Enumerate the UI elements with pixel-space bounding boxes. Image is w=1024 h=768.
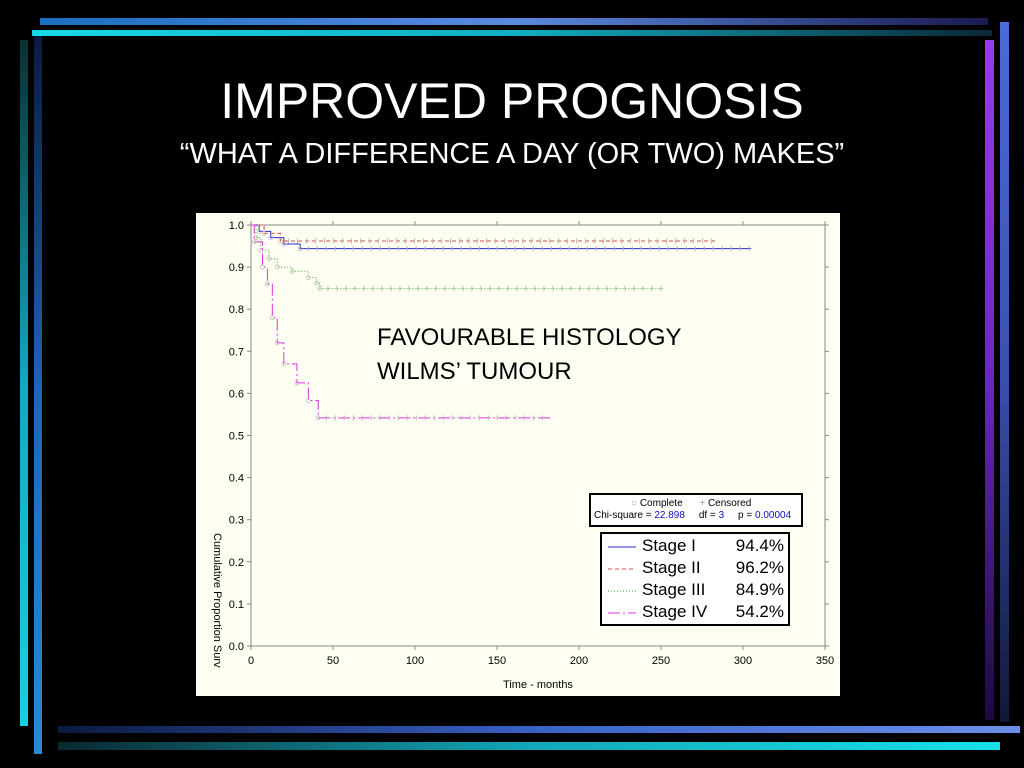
complete-marker (315, 415, 321, 421)
complete-marker (289, 268, 295, 274)
decorative-left-bar (20, 40, 28, 726)
legend-swatch-stage-3 (608, 590, 636, 592)
decorative-right-bar (985, 40, 994, 720)
legend-entry-stage-2: Stage II 96.2% (602, 558, 788, 580)
x-tick-label: 350 (816, 655, 834, 667)
x-tick-label: 300 (734, 655, 752, 667)
complete-marker (274, 264, 280, 270)
chart-annotation: FAVOURABLE HISTOLOGY WILMS’ TUMOUR (377, 321, 682, 389)
x-tick-label: 200 (570, 655, 588, 667)
y-tick-label: 0.8 (229, 304, 244, 316)
y-tick-label: 1.0 (229, 220, 244, 232)
y-tick-label: 0.2 (229, 557, 244, 569)
complete-marker-label: Complete (639, 498, 683, 509)
survival-curve-stage-3 (251, 224, 665, 290)
slide-subtitle: “WHAT A DIFFERENCE A DAY (OR TWO) MAKES” (179, 138, 845, 170)
statistics-box: ○ Complete + Censored Chi-square = 22.89… (589, 493, 803, 527)
complete-marker (297, 246, 303, 251)
x-tick-label: 0 (248, 655, 254, 667)
y-tick-label: 0.1 (229, 599, 244, 611)
complete-marker (256, 228, 262, 234)
legend-label-stage-1: Stage I (642, 536, 696, 555)
legend-value-stage-1: 94.4% (735, 536, 784, 555)
complete-marker (306, 398, 311, 403)
complete-marker (268, 235, 274, 241)
p-label: p = (738, 510, 753, 521)
complete-marker (265, 281, 270, 287)
complete-marker (266, 256, 272, 262)
legend-entry-stage-4: Stage IV 54.2% (602, 602, 788, 624)
legend-value-stage-2: 96.2% (735, 558, 784, 577)
x-tick-label: 250 (652, 655, 670, 667)
complete-marker (251, 239, 257, 245)
complete-marker (294, 380, 300, 386)
y-axis-label: Cumulative Proportion Surv (211, 533, 223, 668)
x-axis-label: Time - months (503, 679, 573, 691)
y-tick-label: 0.6 (229, 388, 244, 400)
survival-chart: 0.0 0.1 0.2 0.3 0.4 0.5 0.6 0.7 0.8 0.9 1.0 0 50 100… (211, 220, 834, 691)
series-legend: Stage I 94.4% Stage II 96.2% Stage III 8… (600, 532, 790, 626)
survival-chart-panel: 0.0 0.1 0.2 0.3 0.4 0.5 0.6 0.7 0.8 0.9 1.0 0 50 100… (196, 213, 840, 696)
x-tick-label: 150 (488, 655, 506, 667)
complete-marker (261, 231, 267, 236)
legend-label-stage-3: Stage III (642, 580, 706, 599)
legend-label-stage-4: Stage IV (642, 602, 708, 621)
df-value: 3 (718, 510, 725, 521)
survival-curve-stage-4 (251, 224, 552, 419)
legend-value-stage-4: 54.2% (735, 602, 784, 621)
legend-entry-stage-1: Stage I 94.4% (602, 536, 788, 558)
annotation-line-1: FAVOURABLE HISTOLOGY (377, 324, 682, 351)
decorative-bottom-bar-accent (58, 742, 1000, 750)
complete-marker (314, 280, 319, 286)
y-tick-label: 0.7 (229, 346, 244, 358)
legend-swatch-stage-1 (608, 546, 636, 548)
legend-label-stage-2: Stage II (642, 558, 701, 577)
y-tick-label: 0.3 (229, 515, 244, 527)
legend-swatch-stage-2 (608, 568, 636, 570)
censored-marker-label: Censored (707, 498, 752, 509)
marker-legend: ○ Complete + Censored (631, 498, 751, 509)
decorative-bottom-bar (58, 726, 1020, 733)
p-value: 0.00004 (755, 510, 792, 521)
decorative-right-bar-accent (1000, 22, 1009, 722)
complete-marker (260, 264, 265, 270)
decorative-left-bar-accent (34, 36, 42, 754)
complete-marker (306, 275, 311, 281)
complete-marker (317, 286, 323, 291)
annotation-line-2: WILMS’ TUMOUR (377, 358, 572, 385)
complete-marker (269, 315, 275, 321)
complete-marker (281, 361, 287, 367)
chi-square-value: 22.898 (654, 510, 685, 521)
censored-marker-icon: + (699, 498, 706, 509)
y-tick-label: 0.4 (229, 473, 244, 485)
df-label: df = (698, 510, 716, 521)
legend-swatch-stage-4 (608, 612, 636, 614)
legend-entry-stage-3: Stage III 84.9% (602, 580, 788, 602)
chi-square-stats: Chi-square = 22.898 df = 3 p = 0.00004 (594, 510, 791, 521)
legend-value-stage-3: 84.9% (735, 580, 784, 599)
x-tick-label: 50 (327, 655, 339, 667)
survival-curve-stage-2 (251, 224, 716, 242)
complete-marker (274, 340, 280, 346)
decorative-top-bar-accent (32, 30, 992, 36)
y-tick-label: 0.5 (229, 431, 244, 443)
survival-curve-stage-1 (251, 224, 752, 250)
chi-square-label: Chi-square = (594, 510, 652, 521)
complete-marker (281, 241, 287, 247)
complete-marker (278, 238, 283, 244)
decorative-top-bar (40, 18, 988, 25)
slide-title: IMPROVED PROGNOSIS (220, 73, 804, 129)
y-tick-label: 0.0 (229, 641, 244, 653)
y-tick-label: 0.9 (229, 262, 244, 274)
x-tick-label: 100 (406, 655, 424, 667)
complete-marker-icon: ○ (631, 498, 638, 509)
